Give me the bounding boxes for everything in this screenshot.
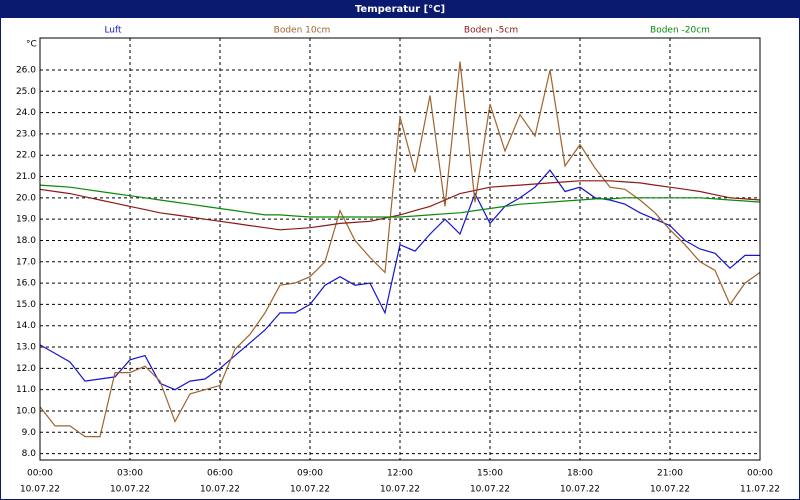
title-bar — [0, 0, 800, 18]
y-tick-label: 22.0 — [16, 151, 36, 161]
y-tick-label: 25.0 — [16, 87, 36, 97]
x-tick-date: 10.07.22 — [200, 485, 240, 495]
x-tick-date: 10.07.22 — [110, 485, 150, 495]
series-line — [39, 169, 760, 391]
x-tick-label: 06:00 — [207, 469, 233, 479]
x-tick-label: 09:00 — [297, 469, 323, 479]
x-tick-label: 21:00 — [657, 469, 683, 479]
y-tick-label: 20.0 — [16, 193, 36, 203]
x-tick-date: 10.07.22 — [20, 485, 60, 495]
y-tick-label: 13.0 — [16, 343, 36, 353]
x-tick-label: 00:00 — [747, 469, 773, 479]
y-tick-label: 9.0 — [22, 428, 37, 438]
x-tick-date: 11.07.22 — [740, 485, 780, 495]
y-tick-label: 15.0 — [16, 300, 36, 310]
legend-entry: Boden -20cm — [650, 26, 710, 36]
y-tick-label: 26.0 — [16, 65, 36, 75]
y-tick-label: 24.0 — [16, 108, 36, 118]
plot-border — [39, 37, 761, 461]
y-tick-label: 12.0 — [16, 364, 36, 374]
x-tick-date: 10.07.22 — [290, 485, 330, 495]
y-tick-label: 18.0 — [16, 236, 36, 246]
x-tick-label: 03:00 — [117, 469, 143, 479]
series-line — [39, 61, 761, 438]
x-tick-label: 12:00 — [387, 469, 413, 479]
y-tick-label: 19.0 — [16, 215, 36, 225]
x-tick-date: 10.07.22 — [470, 485, 510, 495]
y-tick-label: 21.0 — [16, 172, 36, 182]
y-tick-label: 10.0 — [16, 406, 36, 416]
y-tick-label: 11.0 — [16, 385, 36, 395]
y-tick-label: 14.0 — [16, 321, 36, 331]
y-axis-unit: °C — [26, 40, 37, 50]
chart-title: Temperatur [°C] — [355, 4, 445, 15]
x-tick-date: 10.07.22 — [380, 485, 420, 495]
series-line — [39, 184, 761, 218]
legend-entry: Boden 10cm — [274, 26, 331, 36]
x-tick-label: 15:00 — [477, 469, 503, 479]
x-tick-label: 00:00 — [27, 469, 53, 479]
legend-entry: Boden -5cm — [464, 26, 518, 36]
legend-entry: Luft — [104, 26, 122, 36]
y-tick-label: 8.0 — [22, 449, 37, 459]
y-tick-label: 16.0 — [16, 279, 36, 289]
x-tick-date: 10.07.22 — [560, 485, 600, 495]
y-tick-label: 23.0 — [16, 129, 36, 139]
x-tick-label: 18:00 — [567, 469, 593, 479]
lines — [39, 61, 761, 438]
series-line — [39, 180, 761, 231]
y-tick-label: 17.0 — [16, 257, 36, 267]
x-tick-date: 10.07.22 — [650, 485, 690, 495]
